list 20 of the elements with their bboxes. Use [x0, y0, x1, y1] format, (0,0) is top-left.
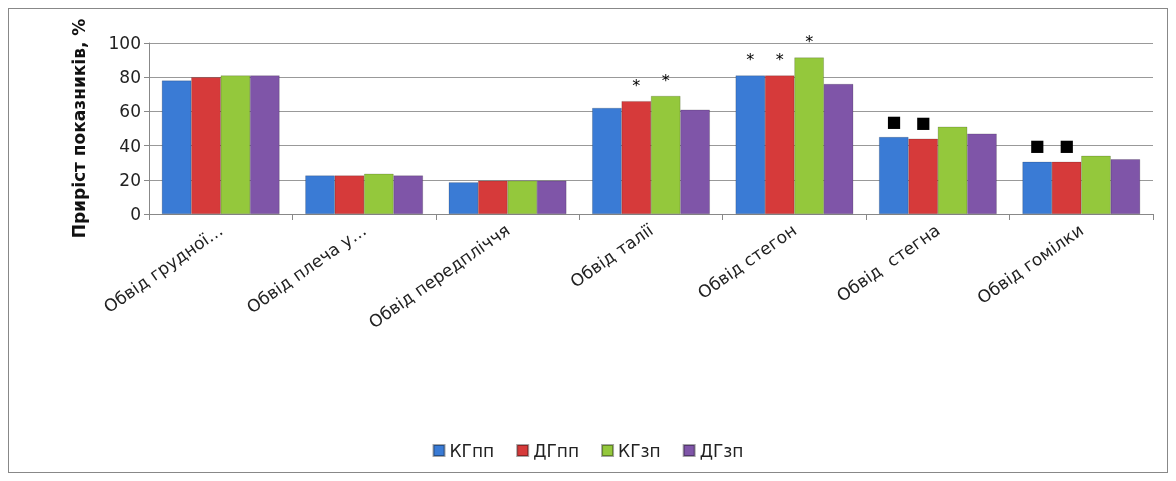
y-tick-label: 0	[130, 204, 141, 224]
legend-label: ДГпп	[533, 440, 580, 461]
legend-label: КГзп	[618, 440, 661, 461]
annotation: ■	[1059, 136, 1075, 156]
y-tick-label: 40	[119, 135, 141, 156]
y-tick-label: 80	[119, 67, 141, 88]
annotation: *	[805, 32, 814, 52]
y-tick-label: 60	[119, 101, 141, 122]
legend-label: ДГзп	[699, 440, 744, 461]
annotation: *	[746, 49, 755, 69]
legend-label: КГпп	[449, 440, 495, 461]
annotation: ■	[915, 113, 931, 133]
annotation: ■	[1029, 136, 1045, 156]
annotation: *	[632, 75, 641, 95]
annotation: *	[775, 49, 784, 69]
annotation: ■	[886, 111, 902, 131]
y-axis-title: Приріст показників, %	[68, 18, 89, 239]
y-tick-label: 100	[108, 33, 141, 53]
y-tick-label: 20	[119, 169, 141, 190]
annotation: *	[661, 70, 670, 90]
